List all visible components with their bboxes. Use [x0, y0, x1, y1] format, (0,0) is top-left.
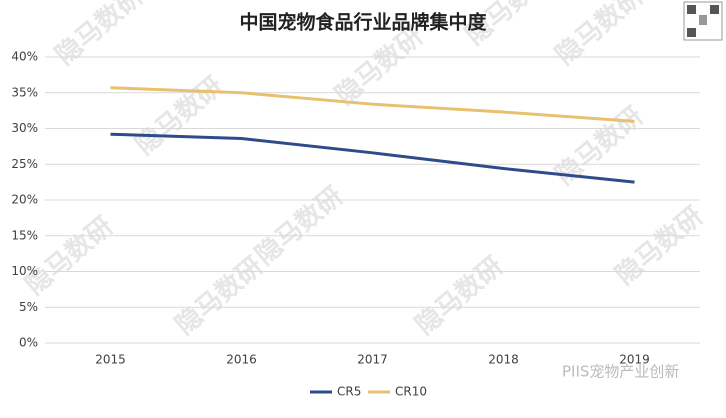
y-tick-label: 30% [11, 121, 38, 135]
legend-label: CR5 [337, 385, 361, 399]
x-tick-label: 2017 [357, 353, 388, 367]
x-tick-label: 2015 [95, 353, 126, 367]
watermark: 隐马数研 [20, 211, 119, 301]
y-tick-label: 5% [19, 300, 38, 314]
y-tick-label: 40% [11, 50, 38, 64]
y-tick-label: 35% [11, 85, 38, 99]
watermark: 隐马数研 [330, 21, 429, 111]
x-tick-label: 2018 [488, 353, 519, 367]
qr-code [683, 1, 723, 41]
watermark: 隐马数研 [550, 0, 649, 71]
watermark: 隐马数研 [410, 251, 509, 341]
watermark: 隐马数研 [250, 181, 349, 271]
y-tick-label: 0% [19, 336, 38, 350]
watermark: 隐马数研 [170, 251, 269, 341]
y-tick-label: 15% [11, 228, 38, 242]
y-tick-label: 10% [11, 264, 38, 278]
watermark: 隐马数研 [50, 0, 149, 71]
series-line [110, 132, 635, 184]
x-tick-label: 2019 [619, 353, 650, 367]
chart-title: 中国宠物食品行业品牌集中度 [239, 11, 487, 34]
y-tick-label: 25% [11, 157, 38, 171]
y-tick-label: 20% [11, 193, 38, 207]
x-tick-label: 2016 [226, 353, 257, 367]
watermark: 隐马数研 [130, 71, 229, 161]
series-line [110, 86, 635, 123]
source-label: PIIS宠物产业创新 [562, 363, 679, 381]
watermark: 隐马数研 [610, 201, 709, 291]
legend-label: CR10 [395, 385, 427, 399]
